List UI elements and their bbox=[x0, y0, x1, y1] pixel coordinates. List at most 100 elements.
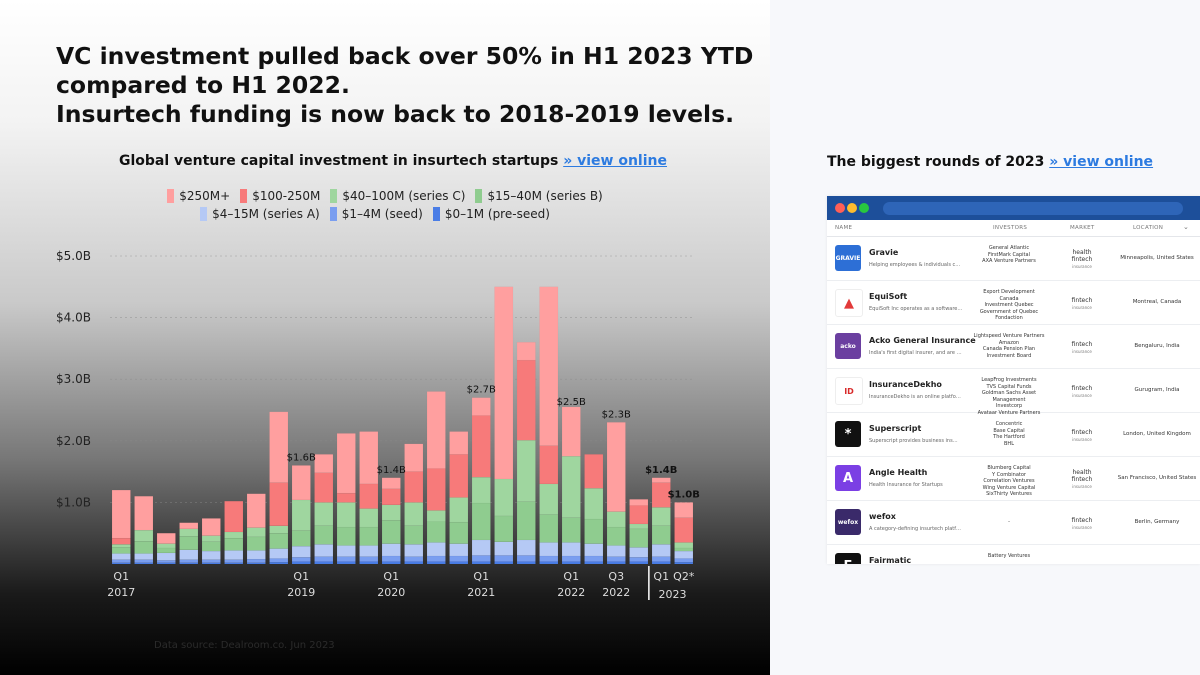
bar-segment bbox=[314, 454, 334, 474]
table-row[interactable]: acko Acko General Insurance India's first … bbox=[827, 325, 1200, 369]
bar-segment bbox=[494, 541, 514, 556]
company-name[interactable]: EquiSoft bbox=[869, 292, 908, 301]
x-year-label: 2019 bbox=[287, 586, 315, 599]
investor-name: Blumberg Capital bbox=[987, 465, 1031, 471]
bar-segment bbox=[134, 559, 154, 563]
x-year-label: 2022 bbox=[602, 586, 630, 599]
bar-segment bbox=[336, 502, 356, 528]
bar-value-label: $1.6B bbox=[287, 452, 316, 463]
table-row[interactable]: * Superscript Superscript provides busines… bbox=[827, 413, 1200, 457]
x-tick-label: Q1 bbox=[293, 570, 309, 583]
legend-swatch bbox=[240, 189, 248, 203]
bar-segment bbox=[201, 550, 221, 560]
bar-segment bbox=[201, 559, 221, 563]
bar-segment bbox=[404, 502, 424, 527]
company-name[interactable]: Superscript bbox=[869, 424, 922, 433]
x-tick-label: Q2* bbox=[673, 570, 695, 583]
col-location[interactable]: LOCATION bbox=[1133, 225, 1164, 231]
table-row[interactable]: ▲ EquiSoft EquiSoft Inc operates as a soft… bbox=[827, 281, 1200, 325]
market-tag: health bbox=[1072, 469, 1092, 476]
company-name[interactable]: InsuranceDekho bbox=[869, 380, 942, 389]
rounds-view-online-link[interactable]: » view online bbox=[1049, 154, 1154, 170]
company-name[interactable]: wefox bbox=[869, 512, 896, 521]
company-name[interactable]: Fairmatic bbox=[869, 556, 912, 564]
company-logo: * bbox=[835, 421, 861, 447]
bar-segment bbox=[246, 550, 266, 560]
chart-title: Global venture capital investment in ins… bbox=[119, 153, 667, 169]
bar-segment bbox=[561, 561, 581, 565]
maximize-dot-icon bbox=[859, 203, 869, 213]
bar-segment bbox=[449, 555, 469, 562]
company-logo: acko bbox=[835, 333, 861, 359]
market-tag: fintech bbox=[1071, 429, 1093, 436]
x-year-label: 2020 bbox=[377, 586, 405, 599]
legend-swatch bbox=[200, 207, 208, 221]
x-tick-label: Q1 bbox=[383, 570, 399, 583]
investor-name: General Atlantic bbox=[988, 245, 1030, 251]
bar-segment bbox=[134, 496, 154, 531]
minimize-dot-icon bbox=[847, 203, 857, 213]
table-row[interactable]: wefox wefox A category-defining insurtech … bbox=[827, 501, 1200, 545]
bar-segment bbox=[336, 556, 356, 562]
y-tick-label: $1.0B bbox=[56, 495, 91, 509]
bar-segment bbox=[359, 556, 379, 562]
bar-segment bbox=[291, 545, 311, 558]
table-row[interactable]: GRAVIE Gravie Helping employees & individu… bbox=[827, 237, 1200, 281]
bar-segment bbox=[179, 522, 199, 530]
bar-segment bbox=[111, 553, 131, 560]
company-name[interactable]: Angle Health bbox=[869, 468, 928, 477]
col-investors[interactable]: INVESTORS bbox=[993, 225, 1028, 231]
bar-segment bbox=[674, 561, 694, 565]
bar-segment bbox=[314, 472, 334, 503]
bar-segment bbox=[381, 488, 401, 506]
bar-segment bbox=[516, 561, 536, 565]
bar-segment bbox=[201, 541, 221, 552]
company-name[interactable]: Gravie bbox=[869, 248, 899, 257]
bar-segment bbox=[651, 525, 671, 545]
bar-segment bbox=[291, 557, 311, 562]
col-name[interactable]: NAME bbox=[835, 225, 853, 231]
bar-segment bbox=[449, 431, 469, 455]
bar-segment bbox=[674, 502, 694, 518]
table-row[interactable]: A Angle Health Health Insurance for Startu… bbox=[827, 457, 1200, 501]
bar-segment bbox=[111, 562, 131, 565]
col-market[interactable]: MARKET bbox=[1070, 225, 1095, 231]
y-tick-label: $3.0B bbox=[56, 372, 91, 386]
bar-segment bbox=[404, 525, 424, 545]
table-row[interactable]: F Fairmatic Battery Ventures bbox=[827, 545, 1200, 564]
bar-segment bbox=[336, 492, 356, 503]
bar-segment bbox=[134, 529, 154, 542]
bar-segment bbox=[584, 543, 604, 557]
bar-segment bbox=[291, 530, 311, 547]
legend-label: $1–4M (seed) bbox=[341, 207, 423, 221]
market-cell: fintech insurance bbox=[1059, 517, 1105, 531]
legend-item: $100-250M bbox=[240, 189, 320, 203]
investor-name: Base Capital bbox=[993, 427, 1025, 434]
market-tag: fintech bbox=[1071, 256, 1093, 263]
chart-view-online-link[interactable]: » view online bbox=[563, 153, 667, 169]
bar-segment bbox=[201, 518, 221, 536]
market-tag: insurance bbox=[1072, 349, 1092, 354]
investors-cell: Lightspeed Venture Partners Amazon Canada … bbox=[973, 333, 1045, 359]
bar-segment bbox=[561, 555, 581, 562]
bar-segment bbox=[381, 555, 401, 562]
table-row[interactable]: ID InsuranceDekho InsuranceDekho is an onl… bbox=[827, 369, 1200, 416]
bar-segment bbox=[561, 517, 581, 543]
headline-line-2: compared to H1 2022. bbox=[56, 71, 350, 99]
bar-segment bbox=[179, 562, 199, 565]
legend-item: $15–40M (series B) bbox=[475, 189, 603, 203]
company-name[interactable]: Acko General Insurance bbox=[869, 336, 976, 345]
market-tag: insurance bbox=[1072, 305, 1092, 310]
investor-name: Correlation Ventures bbox=[983, 478, 1035, 484]
investor-name: Lightspeed Venture Partners bbox=[973, 333, 1045, 339]
close-dot-icon bbox=[835, 203, 845, 213]
rounds-title-text: The biggest rounds of 2023 bbox=[827, 154, 1045, 170]
bar-segment bbox=[426, 561, 446, 565]
bar-segment bbox=[516, 501, 536, 541]
bar-segment bbox=[246, 558, 266, 563]
bar-segment bbox=[426, 391, 446, 469]
market-tag: insurance bbox=[1072, 437, 1092, 442]
investor-name: Amazon bbox=[998, 339, 1020, 346]
chevron-down-icon[interactable]: ⌄ bbox=[1183, 223, 1190, 231]
bar-segment bbox=[674, 550, 694, 559]
